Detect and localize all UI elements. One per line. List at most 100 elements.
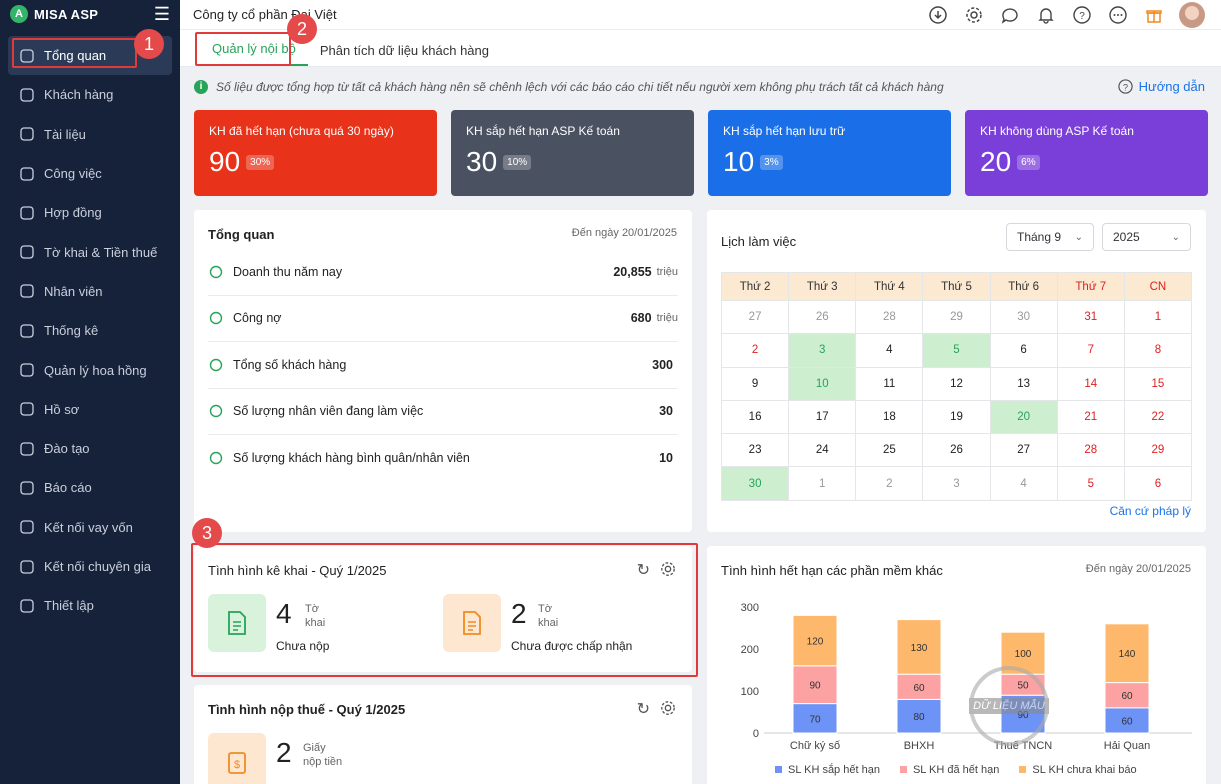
sidebar-item-2[interactable]: Tài liệu [0,115,180,154]
calendar-day[interactable]: 24 [788,433,857,468]
calendar-day[interactable]: 1 [1123,299,1193,335]
calendar-day[interactable]: 27 [989,433,1058,468]
sidebar-item-6[interactable]: Nhân viên [0,272,180,311]
calendar-day[interactable]: 28 [855,299,924,335]
calendar-day[interactable]: 23 [720,433,790,468]
calendar-day[interactable]: 1 [788,466,857,501]
kpi-expiring-asp[interactable]: KH sắp hết hạn ASP Kế toán 30 10% [451,110,694,196]
chat-icon[interactable] [999,4,1021,26]
overview-list: Doanh thu năm nay 20,855 triệu Công nợ 680 tr… [194,249,692,482]
bar-segment[interactable] [896,698,942,734]
calendar-day[interactable]: 21 [1056,399,1125,435]
calendar-day[interactable]: 26 [788,299,857,335]
tab-customer-analysis[interactable]: Phân tích dữ liệu khách hàng [319,43,489,58]
calendar-day[interactable]: 4 [855,333,924,368]
legend-item[interactable]: SL KH chưa khai báo [1019,764,1137,776]
kpi-expiring-storage[interactable]: KH sắp hết hạn lưu trữ 10 3% [708,110,951,196]
calendar-day[interactable]: 16 [720,399,790,435]
kpi-not-using-asp[interactable]: KH không dùng ASP Kế toán 20 6% [965,110,1208,196]
sidebar-item-1[interactable]: Khách hàng [0,75,180,114]
legend-item[interactable]: SL KH đã hết hạn [899,764,999,776]
calendar-day[interactable]: 31 [1056,299,1125,335]
calendar-day[interactable]: 11 [855,366,924,401]
calendar-day[interactable]: 20 [989,399,1058,435]
bar-segment[interactable] [792,614,838,667]
bar-segment[interactable] [1104,707,1150,734]
month-select[interactable]: Tháng 9 ⌄ [1006,223,1094,251]
calendar-day[interactable]: 15 [1123,366,1193,401]
sidebar-item-9[interactable]: Hồ sơ [0,390,180,429]
sidebar-item-3[interactable]: Công việc [0,154,180,193]
logo[interactable]: A MISA ASP ☰ [0,0,180,28]
calendar-day[interactable]: 12 [922,366,991,401]
gift-icon[interactable] [1143,4,1165,26]
annotation-box-2 [195,32,291,66]
calendar-day[interactable]: 5 [1056,466,1125,501]
settings-icon[interactable] [660,700,676,719]
calendar-day[interactable]: 18 [855,399,924,435]
calendar-day[interactable]: 29 [1123,433,1193,468]
bar-segment[interactable] [792,665,838,705]
legend-item[interactable]: SL KH sắp hết hạn [775,764,880,776]
calendar-day[interactable]: 9 [720,366,790,401]
calendar-day[interactable]: 8 [1123,333,1193,368]
calendar-day[interactable]: 28 [1056,433,1125,468]
calendar-day[interactable]: 10 [788,366,857,401]
sidebar-item-4[interactable]: Hợp đồng [0,193,180,232]
bar-segment[interactable] [1104,682,1150,709]
calendar-day[interactable]: 29 [922,299,991,335]
calendar-day[interactable]: 2 [720,333,790,368]
calendar-day[interactable]: 26 [922,433,991,468]
more-icon[interactable] [1107,4,1129,26]
calendar-day[interactable]: 3 [922,466,991,501]
bar-segment[interactable] [896,619,942,675]
kpi-label: KH sắp hết hạn ASP Kế toán [466,124,620,138]
help-icon[interactable]: ? [1071,4,1093,26]
calendar-day[interactable]: 25 [855,433,924,468]
avatar[interactable] [1179,1,1205,28]
calendar-day[interactable]: 6 [1123,466,1193,501]
kpi-label: KH đã hết hạn (chưa quá 30 ngày) [209,124,394,138]
calendar-day[interactable]: 13 [989,366,1058,401]
sidebar-item-14[interactable]: Thiết lập [0,586,180,625]
calendar-day[interactable]: 14 [1056,366,1125,401]
sidebar-item-12[interactable]: Kết nối vay vốn [0,508,180,547]
bar-segment[interactable] [896,673,942,700]
overview-row: Số lượng khách hàng bình quân/nhân viên 1… [208,435,678,482]
overview-row-value: 20,855 [613,264,652,279]
calendar-day[interactable]: 17 [788,399,857,435]
bar-segment[interactable] [1104,623,1150,684]
download-icon[interactable] [927,4,949,26]
sidebar-item-5[interactable]: Tờ khai & Tiền thuế [0,232,180,271]
calendar-day[interactable]: 19 [922,399,991,435]
calendar-day[interactable]: 7 [1056,333,1125,368]
calendar-day[interactable]: 2 [855,466,924,501]
calendar-day[interactable]: 3 [788,333,857,368]
expiry-chart-card: Tình hình hết hạn các phần mềm khác Đến … [707,546,1206,784]
hamburger-menu-icon[interactable]: ☰ [153,4,170,24]
calendar-day[interactable]: 27 [720,299,790,335]
legal-basis-link[interactable]: Căn cứ pháp lý [1109,504,1191,518]
settings-icon[interactable] [660,561,676,580]
sidebar-item-7[interactable]: Thống kê [0,311,180,350]
calendar-day[interactable]: 22 [1123,399,1193,435]
help-link[interactable]: ? Hướng dẫn [1117,79,1205,94]
calendar-day[interactable]: 5 [922,333,991,368]
calendar-day[interactable]: 30 [989,299,1058,335]
sidebar-item-11[interactable]: Báo cáo [0,468,180,507]
sidebar-item-10[interactable]: Đào tạo [0,429,180,468]
sidebar-item-label: Tổng quan [44,48,107,64]
gear-icon[interactable] [963,4,985,26]
bar-segment[interactable] [792,703,838,734]
refresh-icon[interactable]: ↻ [636,562,650,579]
refresh-icon[interactable]: ↻ [636,701,650,718]
sidebar-item-8[interactable]: Quản lý hoa hồng [0,350,180,389]
kpi-expired[interactable]: KH đã hết hạn (chưa quá 30 ngày) 90 30% [194,110,437,196]
sidebar-item-13[interactable]: Kết nối chuyên gia [0,547,180,586]
calendar-day[interactable]: 6 [989,333,1058,368]
year-select[interactable]: 2025 ⌄ [1102,223,1191,251]
calendar-day[interactable]: 4 [989,466,1058,501]
calendar-day[interactable]: 30 [720,466,790,501]
bar-data-label: 130 [911,643,928,654]
bell-icon[interactable] [1035,4,1057,26]
